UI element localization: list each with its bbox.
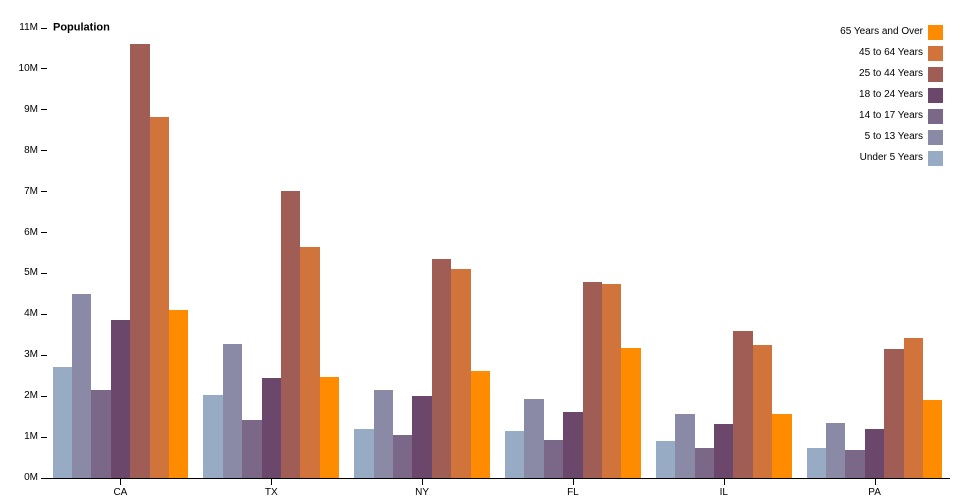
- y-axis-tick-mark: [41, 150, 47, 152]
- bar-ca-14-to-17-years: [91, 390, 111, 478]
- y-axis-tick-label: 1M: [24, 431, 38, 443]
- y-axis-tick-mark: [41, 27, 47, 29]
- y-axis-tick-label: 5M: [24, 267, 38, 279]
- x-axis-tick-mark: [422, 479, 424, 485]
- legend-item-label: 25 to 44 Years: [859, 68, 923, 79]
- bar-ny-25-to-44-years: [432, 259, 451, 478]
- legend-item-label: 5 to 13 Years: [864, 131, 923, 142]
- bar-ca-under-5-years: [53, 367, 72, 478]
- legend-swatch: [928, 150, 943, 166]
- legend-swatch: [928, 66, 943, 82]
- x-axis-tick-label: TX: [264, 487, 278, 498]
- y-axis-tick-label: 0M: [24, 472, 38, 483]
- bar-ny-under-5-years: [354, 429, 374, 478]
- bar-il-18-to-24-years: [714, 424, 733, 478]
- x-axis-tick-mark: [572, 479, 574, 485]
- x-axis-tick-mark: [874, 479, 876, 485]
- y-axis-tick-label: 3M: [24, 349, 38, 361]
- bar-fl-25-to-44-years: [583, 282, 602, 478]
- bar-il-65-years-and-over: [772, 414, 792, 478]
- y-axis-tick-mark: [41, 477, 47, 479]
- y-axis-tick-label: 11M: [19, 22, 38, 33]
- y-axis-tick-mark: [41, 191, 47, 193]
- bar-ca-45-to-64-years: [150, 117, 169, 478]
- bar-ny-45-to-64-years: [451, 269, 471, 478]
- y-axis-tick-label: 2M: [24, 390, 38, 402]
- bar-fl-18-to-24-years: [563, 412, 583, 478]
- y-axis-tick-mark: [41, 109, 47, 111]
- x-axis-tick-label: CA: [113, 487, 128, 498]
- legend-item-label: 14 to 17 Years: [859, 110, 923, 121]
- y-axis-tick-label: 4M: [24, 308, 38, 320]
- bar-pa-25-to-44-years: [884, 349, 904, 478]
- bar-ny-65-years-and-over: [471, 371, 490, 478]
- legend-item-label: 65 Years and Over: [840, 26, 923, 37]
- bar-tx-65-years-and-over: [320, 377, 339, 478]
- y-axis-tick-label: 10M: [18, 62, 38, 74]
- y-axis-tick-mark: [41, 395, 47, 397]
- x-axis-tick-label: NY: [415, 487, 430, 498]
- x-axis-tick-mark: [120, 479, 122, 485]
- bar-ny-5-to-13-years: [374, 390, 393, 478]
- bar-il-under-5-years: [656, 441, 675, 478]
- bar-il-25-to-44-years: [733, 331, 753, 478]
- y-axis-tick-label: 7M: [24, 185, 38, 197]
- y-axis-tick-label: 6M: [24, 226, 38, 238]
- bar-pa-45-to-64-years: [904, 338, 923, 478]
- bar-fl-65-years-and-over: [621, 348, 641, 478]
- bar-pa-14-to-17-years: [845, 450, 865, 478]
- bar-ca-18-to-24-years: [111, 320, 130, 478]
- bar-ca-5-to-13-years: [72, 294, 91, 478]
- y-axis-title: Population: [53, 21, 110, 34]
- legend-item-label: Under 5 Years: [859, 152, 923, 163]
- y-axis-tick-mark: [41, 436, 47, 438]
- legend-item-label: 45 to 64 Years: [859, 47, 923, 58]
- x-axis-line: [45, 478, 950, 479]
- y-axis-tick-label: 8M: [24, 144, 38, 156]
- bar-fl-45-to-64-years: [602, 284, 621, 478]
- legend-item-label: 18 to 24 Years: [859, 89, 923, 100]
- legend-swatch: [928, 129, 943, 145]
- bar-pa-65-years-and-over: [923, 400, 942, 478]
- bar-fl-14-to-17-years: [544, 440, 563, 478]
- y-axis-tick-label: 9M: [24, 103, 38, 115]
- x-axis-tick-mark: [723, 479, 725, 485]
- bar-ca-25-to-44-years: [130, 44, 150, 478]
- bar-fl-5-to-13-years: [524, 399, 544, 478]
- bar-tx-25-to-44-years: [281, 191, 300, 478]
- x-axis-tick-mark: [271, 479, 273, 485]
- x-axis-tick-label: PA: [868, 487, 881, 498]
- bar-tx-45-to-64-years: [300, 247, 320, 478]
- bar-ca-65-years-and-over: [169, 310, 188, 478]
- y-axis-tick-mark: [41, 313, 47, 315]
- y-axis-tick-mark: [41, 68, 47, 70]
- y-axis-tick-mark: [41, 272, 47, 274]
- bar-tx-18-to-24-years: [262, 378, 281, 478]
- y-axis-tick-mark: [41, 232, 47, 234]
- bar-pa-18-to-24-years: [865, 429, 884, 478]
- bar-tx-14-to-17-years: [242, 420, 262, 478]
- y-axis-tick-mark: [41, 354, 47, 356]
- bar-pa-under-5-years: [807, 448, 826, 478]
- bar-tx-5-to-13-years: [223, 344, 242, 478]
- x-axis-tick-label: FL: [567, 487, 579, 498]
- legend-swatch: [928, 24, 943, 40]
- bar-ny-14-to-17-years: [393, 435, 412, 478]
- bar-il-5-to-13-years: [675, 414, 695, 478]
- bar-fl-under-5-years: [505, 431, 524, 478]
- bar-tx-under-5-years: [203, 395, 223, 478]
- legend-swatch: [928, 87, 943, 103]
- bar-il-14-to-17-years: [695, 448, 714, 478]
- legend-swatch: [928, 45, 943, 61]
- x-axis-tick-label: IL: [719, 487, 728, 498]
- bar-pa-5-to-13-years: [826, 423, 845, 478]
- bar-ny-18-to-24-years: [412, 396, 432, 478]
- bar-il-45-to-64-years: [753, 345, 772, 478]
- legend-swatch: [928, 108, 943, 124]
